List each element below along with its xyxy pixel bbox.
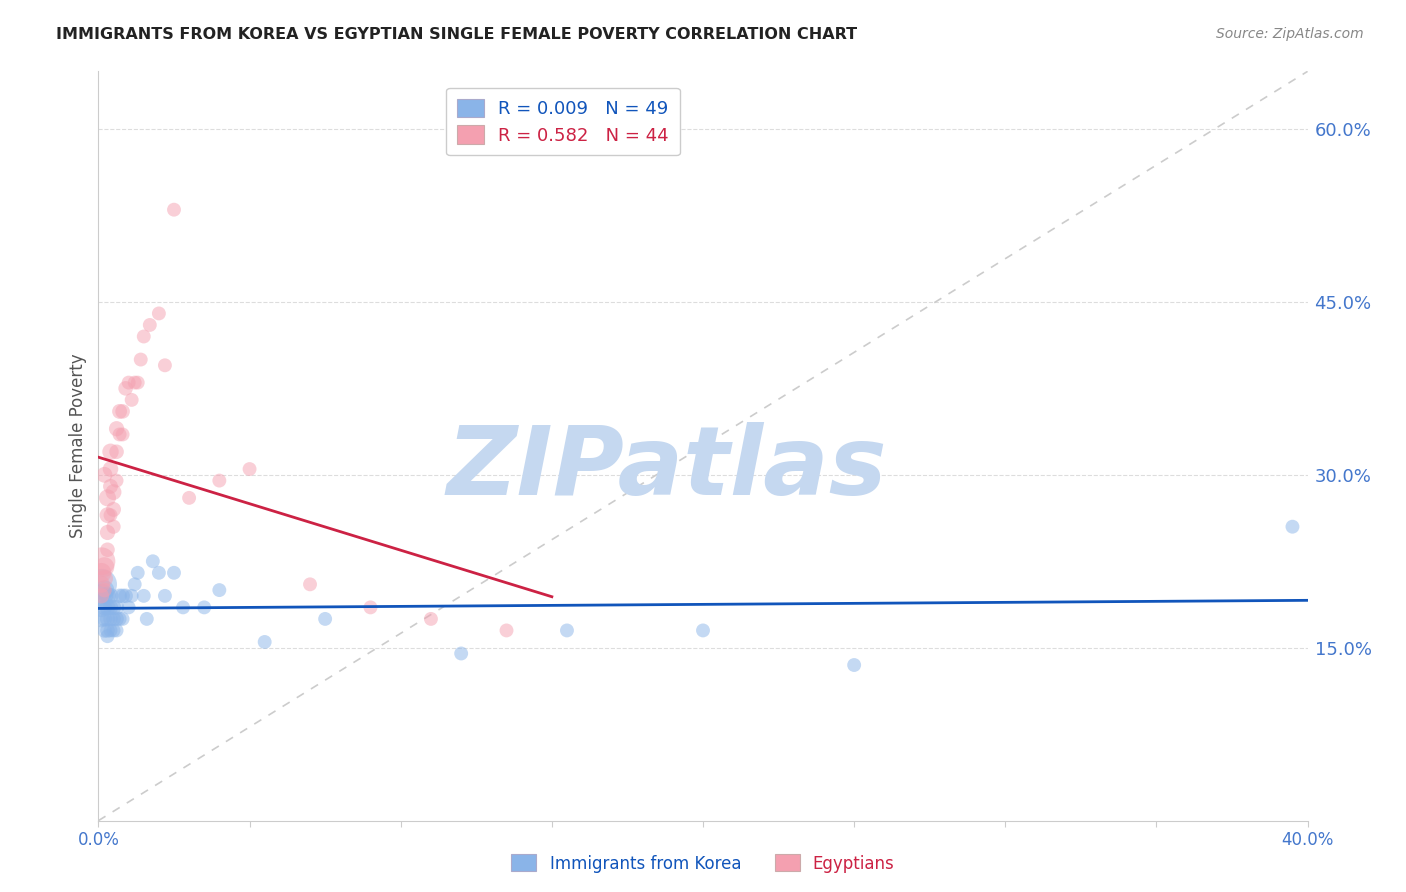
Point [111, 612, 134, 626]
Point [100, 600, 122, 615]
Point [103, 612, 125, 626]
Point [103, 624, 125, 638]
Point [108, 589, 131, 603]
Point [105, 624, 128, 638]
Point [93, 589, 115, 603]
Point [692, 624, 714, 638]
Point [135, 612, 157, 626]
Point [96, 600, 118, 615]
Point [179, 491, 201, 505]
Text: IMMIGRANTS FROM KOREA VS EGYPTIAN SINGLE FEMALE POVERTY CORRELATION CHART: IMMIGRANTS FROM KOREA VS EGYPTIAN SINGLE… [56, 27, 858, 42]
Point [96, 624, 118, 638]
Point [163, 566, 186, 580]
Point [90, 589, 112, 603]
Point [90, 589, 112, 603]
Point [118, 376, 141, 390]
Point [844, 658, 866, 673]
Point [495, 624, 517, 638]
Point [121, 392, 143, 407]
Point [124, 376, 146, 390]
Point [114, 589, 136, 603]
Point [121, 589, 143, 603]
Point [118, 600, 141, 615]
Point [420, 612, 443, 626]
Point [90, 577, 112, 591]
Point [90, 577, 112, 591]
Point [555, 624, 578, 638]
Point [124, 577, 146, 591]
Point [90, 566, 112, 580]
Point [90, 612, 112, 626]
Point [108, 404, 131, 418]
Point [114, 381, 136, 395]
Point [208, 583, 231, 598]
Point [163, 202, 186, 217]
Point [253, 635, 276, 649]
Point [111, 427, 134, 442]
Point [132, 589, 155, 603]
Point [239, 462, 262, 476]
Point [96, 612, 118, 626]
Point [153, 589, 176, 603]
Point [100, 479, 122, 493]
Point [90, 554, 112, 568]
Point [103, 519, 125, 533]
Point [93, 583, 115, 598]
Text: Source: ZipAtlas.com: Source: ZipAtlas.com [1216, 27, 1364, 41]
Point [450, 647, 472, 661]
Point [96, 525, 118, 540]
Point [93, 612, 115, 626]
Point [96, 629, 118, 643]
Point [93, 600, 115, 615]
Point [100, 624, 122, 638]
Point [193, 600, 215, 615]
Point [93, 572, 115, 586]
Point [103, 600, 125, 615]
Point [108, 427, 131, 442]
Point [172, 600, 194, 615]
Point [100, 589, 122, 603]
Point [132, 329, 155, 343]
Point [127, 376, 149, 390]
Text: ZIPatlas: ZIPatlas [447, 422, 887, 515]
Point [148, 566, 170, 580]
Point [100, 612, 122, 626]
Point [314, 612, 336, 626]
Point [208, 474, 231, 488]
Point [103, 502, 125, 516]
Point [105, 600, 128, 615]
Point [93, 560, 115, 574]
Point [100, 444, 122, 458]
Point [111, 589, 134, 603]
Point [93, 624, 115, 638]
Legend: Immigrants from Korea, Egyptians: Immigrants from Korea, Egyptians [505, 847, 901, 880]
Point [129, 352, 152, 367]
Point [96, 542, 118, 557]
Point [103, 485, 125, 500]
Legend: R = 0.009   N = 49, R = 0.582   N = 44: R = 0.009 N = 49, R = 0.582 N = 44 [446, 88, 681, 155]
Point [139, 318, 162, 332]
Point [96, 491, 118, 505]
Point [96, 508, 118, 523]
Point [105, 422, 128, 436]
Point [105, 474, 128, 488]
Point [1281, 519, 1303, 533]
Point [360, 600, 382, 615]
Point [153, 359, 176, 373]
Point [299, 577, 322, 591]
Point [105, 612, 128, 626]
Y-axis label: Single Female Poverty: Single Female Poverty [69, 354, 87, 538]
Point [148, 306, 170, 320]
Point [90, 600, 112, 615]
Point [127, 566, 149, 580]
Point [96, 589, 118, 603]
Point [93, 467, 115, 482]
Point [111, 404, 134, 418]
Point [100, 462, 122, 476]
Point [142, 554, 165, 568]
Point [93, 583, 115, 598]
Point [105, 444, 128, 458]
Point [108, 612, 131, 626]
Point [100, 508, 122, 523]
